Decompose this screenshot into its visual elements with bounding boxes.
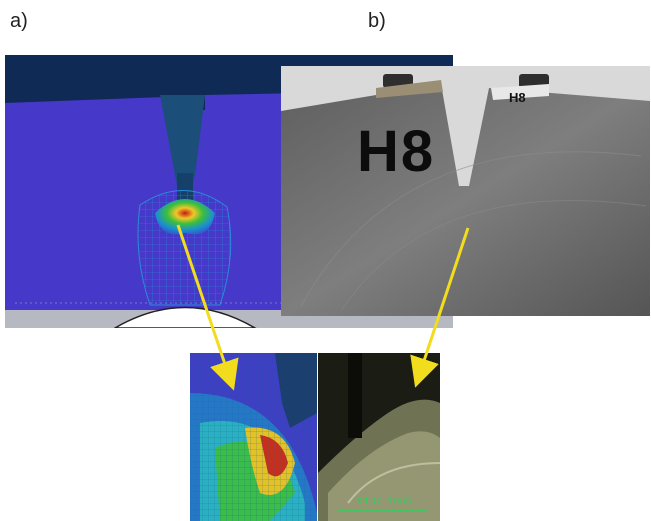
micrograph-scale-text: X100 1mm [356,496,413,507]
specimen-marker-text: H8 [357,119,436,184]
fe-zoom-panel [190,353,317,521]
panel-label-b: b) [368,10,386,32]
panel-label-a: a) [10,10,28,32]
micrograph-panel: X100 1mm [318,353,440,521]
specimen-photo-panel: H8 H8 [281,66,650,316]
fe-zoom-image [190,353,317,521]
specimen-tag-text: H8 [509,90,526,105]
micrograph-image [318,353,440,521]
specimen-photo [281,66,650,316]
